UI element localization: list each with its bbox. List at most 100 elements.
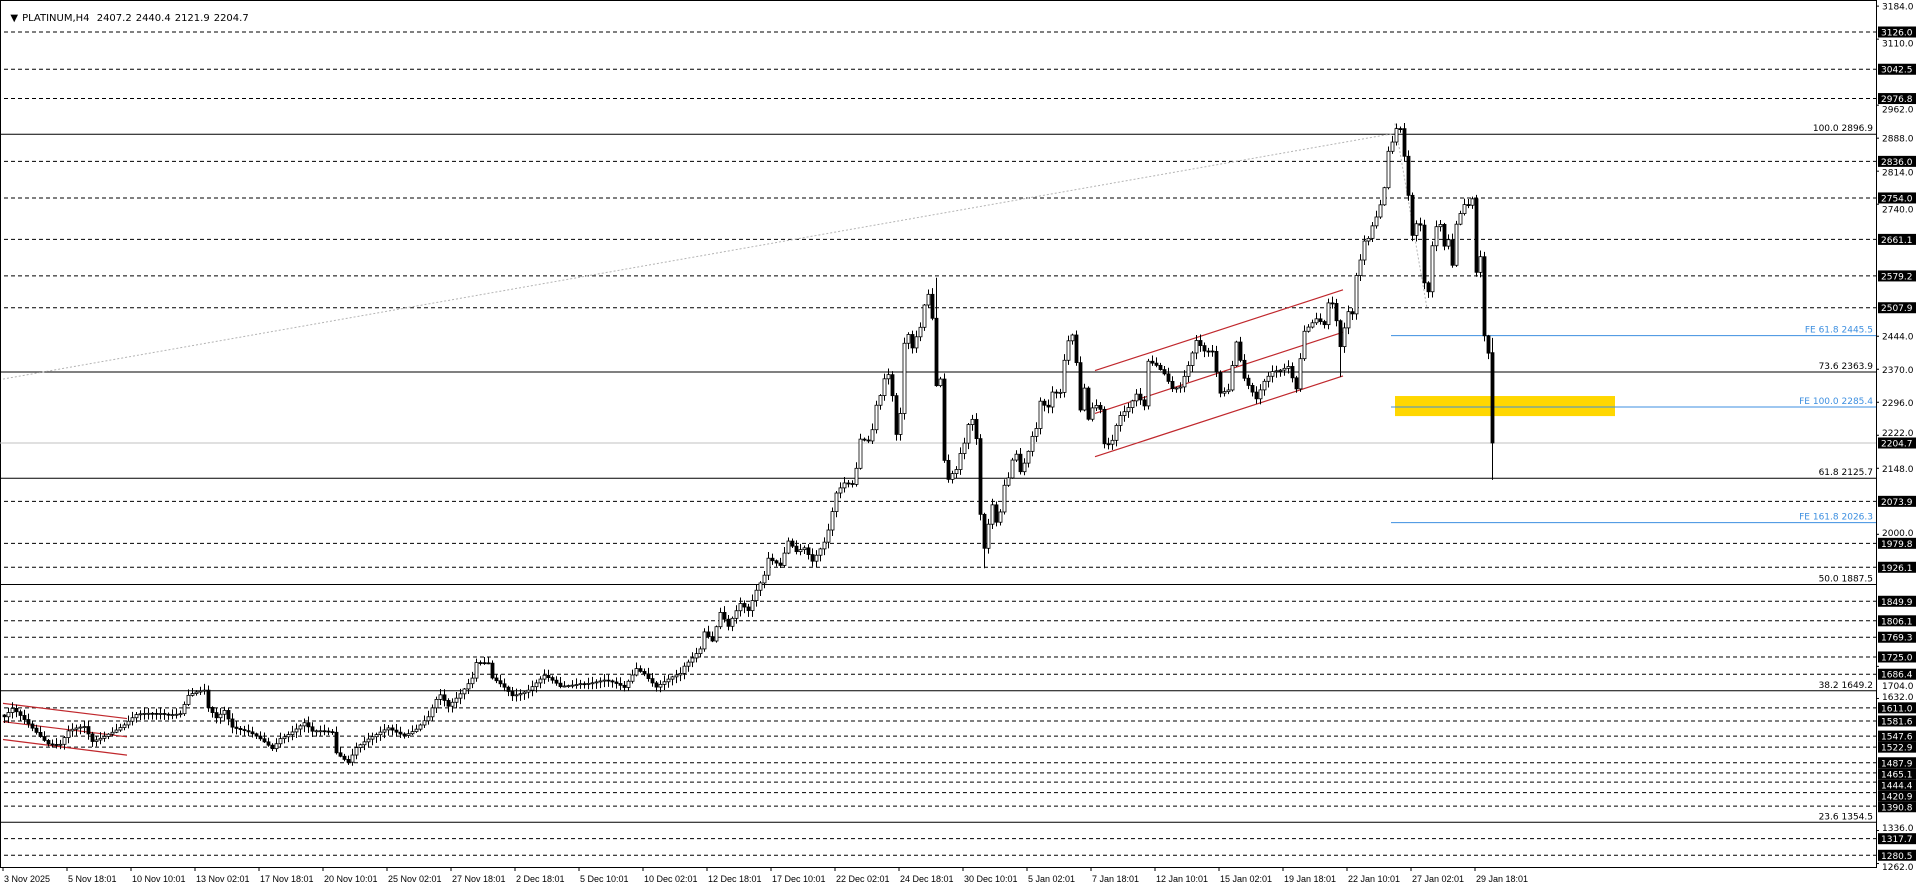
candle-body	[1470, 198, 1475, 206]
candle	[1250, 382, 1255, 397]
candle-body	[50, 743, 55, 746]
candle-body	[350, 754, 355, 763]
candle-body	[34, 727, 39, 733]
level-price-label: 2661.1	[1881, 236, 1913, 246]
candle	[646, 667, 651, 682]
candle	[190, 688, 195, 697]
candle-body	[558, 682, 563, 687]
price-tick-label: 1704.0	[1882, 682, 1914, 692]
candle-body	[898, 413, 903, 435]
candle	[902, 337, 907, 420]
candle-body	[586, 683, 591, 685]
candle	[790, 538, 795, 549]
candle	[442, 689, 447, 707]
candle-body	[1390, 141, 1395, 152]
candle-body	[166, 713, 171, 716]
candle-body	[1254, 391, 1259, 400]
candle	[458, 688, 463, 705]
candle	[398, 726, 403, 738]
candle	[1254, 386, 1259, 404]
price-tick-label: 2740.0	[1882, 206, 1914, 216]
candle-body	[570, 684, 575, 687]
candle-body	[1314, 318, 1319, 324]
level-price-label: 1725.0	[1881, 653, 1913, 663]
candle-body	[1358, 259, 1363, 276]
candle	[66, 725, 71, 744]
candle	[1174, 386, 1179, 393]
candle	[718, 607, 723, 630]
candle-body	[1334, 303, 1339, 322]
candle	[1138, 387, 1143, 405]
candle	[1218, 370, 1223, 398]
level-price-label-bg	[1878, 768, 1916, 780]
candle-body	[1014, 453, 1019, 461]
candle	[138, 710, 143, 720]
candle	[178, 710, 183, 718]
candle-body	[1262, 380, 1267, 391]
candle-body	[1242, 359, 1247, 379]
candle-body	[1142, 399, 1147, 407]
candle	[926, 289, 931, 308]
candle-body	[554, 679, 559, 684]
triangle-down-icon[interactable]: ▼	[10, 13, 19, 24]
candle-body	[230, 718, 235, 728]
candle	[126, 715, 131, 729]
candle	[266, 737, 271, 747]
candle	[450, 698, 455, 713]
time-tick-label: 22 Dec 02:01	[836, 874, 890, 884]
candle	[1466, 198, 1471, 209]
candle	[482, 657, 487, 665]
candle-body	[354, 747, 359, 756]
candle	[962, 437, 967, 460]
level-price-label: 1465.1	[1881, 770, 1913, 780]
candle-body	[1422, 224, 1427, 284]
candle	[638, 665, 643, 673]
candle-body	[1350, 311, 1355, 315]
candle-body	[30, 723, 35, 729]
candle-body	[1110, 439, 1115, 445]
candle-body	[70, 728, 75, 732]
fib-level-label: 61.8 2125.7	[1819, 468, 1873, 478]
candle-body	[1294, 377, 1299, 390]
candle-body	[102, 736, 107, 739]
fib-expansion-label: FE 61.8 2445.5	[1805, 326, 1873, 336]
candle	[998, 509, 1003, 526]
candle	[1202, 342, 1207, 358]
level-price-label: 1686.4	[1881, 671, 1913, 681]
time-tick-label: 17 Dec 10:01	[772, 874, 826, 884]
candle-body	[314, 730, 319, 733]
candle-body	[430, 707, 435, 718]
candle	[326, 727, 331, 736]
fib-level-price: 1887.5	[1842, 574, 1874, 584]
level-price-label-bg	[1878, 631, 1916, 643]
level-price-label-bg	[1878, 93, 1916, 105]
candle	[786, 537, 791, 555]
price-tick-label: 2296.0	[1882, 399, 1914, 409]
candle-body	[290, 731, 295, 735]
candle	[418, 723, 423, 732]
candle	[174, 708, 179, 719]
candle	[922, 304, 927, 331]
candle	[454, 691, 459, 709]
candle-body	[678, 672, 683, 676]
candle-body	[298, 725, 303, 730]
price-tick-label: 2888.0	[1882, 135, 1914, 145]
candle-body	[1474, 198, 1479, 273]
candle-body	[806, 547, 811, 555]
fib-expansion-level: FE 161.8	[1799, 513, 1839, 523]
candle-body	[686, 661, 691, 667]
candle-body	[1402, 128, 1407, 157]
candle	[538, 676, 543, 689]
candle-body	[1414, 223, 1419, 236]
candle	[298, 724, 303, 736]
candle	[598, 677, 603, 689]
candle-body	[1158, 364, 1163, 370]
candle	[826, 523, 831, 549]
candle	[774, 559, 779, 567]
candle	[978, 434, 983, 521]
candle-body	[582, 683, 587, 686]
candle	[1486, 334, 1491, 360]
candle	[58, 739, 63, 750]
channel-line	[1094, 289, 1344, 372]
